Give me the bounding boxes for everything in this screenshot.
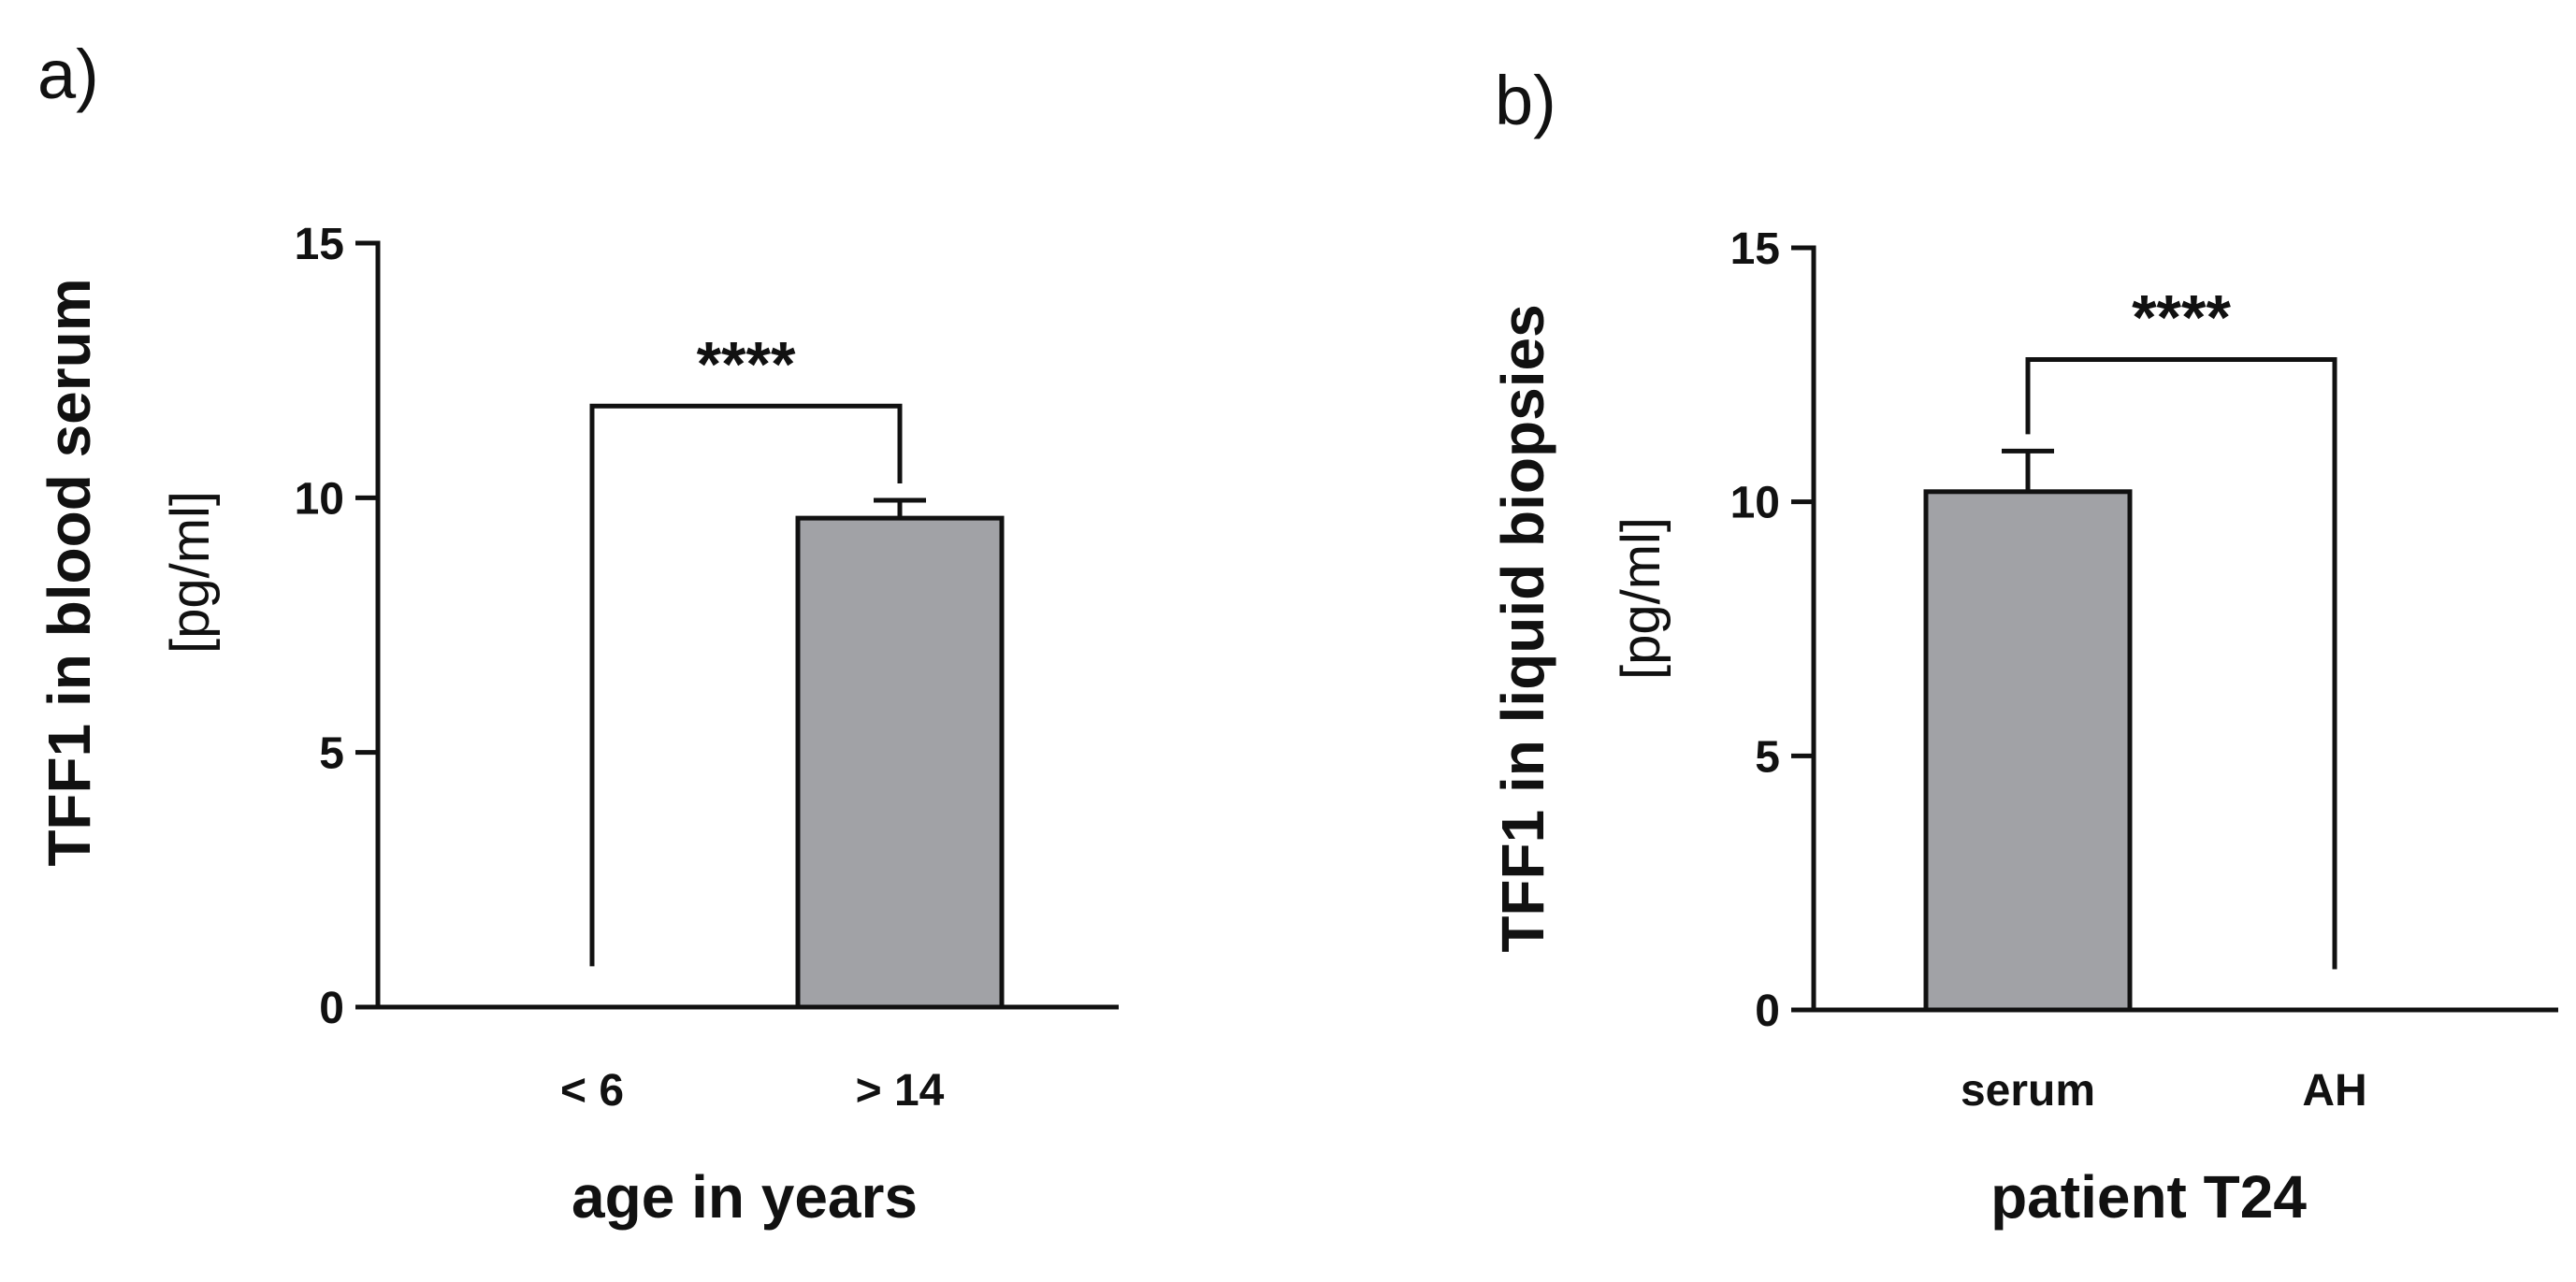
panel-b-y-tick-label-2: 10 [1730, 479, 1780, 528]
panel-b-label: b) [1495, 62, 1556, 139]
panel-b-y-axis-unit: [pg/ml] [1611, 517, 1672, 680]
panel-b: b) TFF1 in liquid biopsies [pg/ml] patie… [1489, 62, 2558, 1231]
panel-a-x-tick-label-1: > 14 [856, 1066, 945, 1116]
panel-b-x-tick-label-1: AH [2302, 1066, 2366, 1116]
panel-a-y-axis-title: TFF1 in blood serum [36, 278, 103, 866]
panel-b-bar-0 [1923, 489, 2133, 1013]
panel-a-bar-1 [795, 515, 1005, 1010]
panel-a-label: a) [37, 36, 99, 113]
panel-b-x-axis-title: patient T24 [1990, 1163, 2307, 1231]
panel-b-y-tick-label-3: 15 [1730, 224, 1780, 274]
panel-a-y-tick-label-0: 0 [319, 984, 344, 1033]
panel-a-y-tick-label-2: 10 [295, 474, 344, 524]
panel-b-significance-bracket [2025, 357, 2337, 970]
panel-b-significance-label: **** [2132, 282, 2231, 353]
panel-a-x-axis-title: age in years [572, 1163, 918, 1231]
panel-b-y-axis-title: TFF1 in liquid biopsies [1489, 304, 1556, 952]
panel-a-y-tick-label-1: 5 [319, 729, 344, 779]
panel-a: a) TFF1 in blood serum [pg/ml] age in ye… [36, 36, 1119, 1231]
panel-a-plot-area: 0 5 10 15 < 6 > 14 **** [295, 220, 1119, 1116]
panel-a-x-tick-label-0: < 6 [560, 1066, 624, 1116]
panel-a-significance-bracket [589, 403, 903, 967]
panel-b-y-tick-label-0: 0 [1755, 987, 1780, 1036]
panel-b-x-tick-label-0: serum [1961, 1066, 2095, 1116]
panel-a-significance-label: **** [697, 328, 796, 399]
panel-a-y-axis-unit: [pg/ml] [160, 491, 221, 654]
panel-a-y-tick-label-3: 15 [295, 220, 344, 269]
panel-b-y-tick-label-1: 5 [1755, 732, 1780, 782]
panel-b-plot-area: 0 5 10 15 serum AH **** [1730, 224, 2558, 1116]
